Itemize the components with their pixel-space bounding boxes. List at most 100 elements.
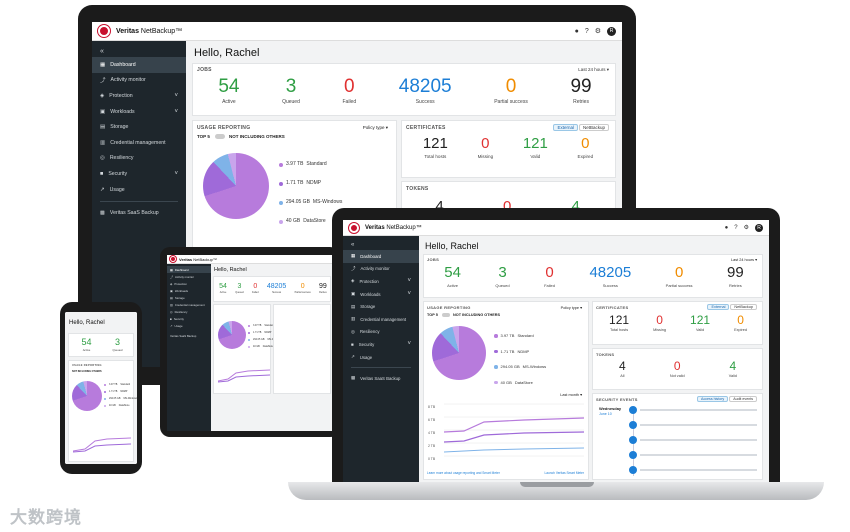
sidebar-item-security[interactable]: ■ Security — [167, 315, 211, 322]
kpi-total-hosts[interactable]: 121 Total hosts — [609, 314, 629, 332]
avatar[interactable]: R — [607, 26, 616, 36]
sidebar-item-dashboard[interactable]: ▦ Dashboard — [167, 266, 211, 273]
sidebar-item-credential-management[interactable]: ▥ Credential management — [167, 301, 211, 308]
bell-icon[interactable]: ● — [724, 224, 729, 231]
tab-netbackup[interactable]: NetBackup — [730, 304, 757, 310]
kpi-missing[interactable]: 0 Missing — [478, 136, 494, 159]
sidebar-item-security[interactable]: ■ Security ˅ — [92, 166, 186, 182]
tab-external[interactable]: External — [553, 124, 578, 131]
kpi-active[interactable]: 54 Active — [219, 283, 227, 294]
kpi-expired[interactable]: 0 Expired — [734, 314, 747, 332]
kpi-partial-success[interactable]: 0 Partial success — [494, 77, 528, 105]
shield-icon: ◈ — [100, 92, 105, 99]
sidebar-item-label: Workloads — [174, 288, 189, 293]
sidebar-item-resiliency[interactable]: ◎ Resiliency — [343, 326, 419, 339]
kpi-retries[interactable]: 99 Retries — [727, 265, 744, 288]
kpi-queued[interactable]: 3 Queued — [495, 265, 509, 288]
sidebar-item-credential-management[interactable]: ▥ Credential management — [92, 135, 186, 151]
sidebar-item-usage[interactable]: ↗ Usage — [343, 351, 419, 364]
kpi-failed[interactable]: 0 Failed — [252, 283, 259, 294]
kpi-queued[interactable]: 3 Queued — [282, 77, 300, 105]
y-tick-label: 4 TB — [428, 431, 436, 435]
launch-smart-meter-link[interactable]: Launch Veritas Smart Meter — [544, 471, 584, 475]
tab-netbackup[interactable]: NetBackup — [578, 124, 609, 131]
kpi-retries[interactable]: 99 Retries — [570, 77, 591, 105]
watermark: 大数跨境 — [10, 508, 82, 527]
sidebar-item-usage[interactable]: ↗ Usage — [167, 322, 211, 329]
tab-access-history[interactable]: Access history — [697, 396, 729, 402]
sidebar-item-security[interactable]: ■ Security ˅ — [343, 338, 419, 351]
kpi-failed[interactable]: 0 Failed — [544, 265, 555, 288]
tab-audit-events[interactable]: Audit events — [729, 396, 757, 402]
chart-range-select[interactable]: Last month ▾ — [560, 393, 582, 397]
help-icon[interactable]: ? — [584, 27, 589, 35]
kpi-valid[interactable]: 121 Valid — [523, 136, 548, 159]
settings-icon[interactable]: ⚙ — [743, 225, 749, 231]
kpi-queued[interactable]: 3 Queued — [235, 283, 244, 294]
policy-type-select[interactable]: Policy type ▾ — [560, 306, 582, 310]
sidebar-item-protection[interactable]: ◈ Protection — [167, 280, 211, 287]
kpi-success[interactable]: 48205 Success — [399, 77, 452, 105]
sidebar-item-protection[interactable]: ◈ Protection ˅ — [92, 88, 186, 104]
brand-name: Veritas NetBackup™ — [116, 27, 183, 35]
kpi-label: Partial success — [294, 291, 311, 294]
sidebar-item-resiliency[interactable]: ◎ Resiliency — [167, 308, 211, 315]
sidebar-collapse-icon[interactable]: « — [351, 242, 355, 248]
others-toggle[interactable] — [215, 134, 225, 139]
learn-more-link[interactable]: Learn more about usage reporting and Sma… — [427, 471, 500, 475]
jobs-range-select[interactable]: Last 24 hours ▾ — [731, 258, 757, 262]
sidebar-item-saas-backup[interactable]: ▩ Veritas SaaS Backup — [92, 206, 186, 220]
kpi-missing[interactable]: 0 Missing — [653, 314, 666, 332]
kpi-partial-success[interactable]: 0 Partial success — [666, 265, 693, 288]
policy-type-select[interactable]: Policy type ▾ — [362, 125, 388, 130]
others-toggle[interactable] — [442, 313, 450, 317]
kpi-queued[interactable]: 3 Queued — [113, 338, 123, 353]
sidebar-item-activity-monitor[interactable]: ⤴ Activity monitor — [92, 73, 186, 89]
sidebar-item-activity-monitor[interactable]: ⤴ Activity monitor — [167, 273, 211, 280]
jobs-range-select[interactable]: Last 24 hours ▾ — [578, 67, 609, 72]
kpi-valid[interactable]: 121 Valid — [690, 314, 710, 332]
sidebar-item-workloads[interactable]: ▣ Workloads ˅ — [92, 104, 186, 120]
kpi-active[interactable]: 54 Active — [444, 265, 461, 288]
kpi-partial-success[interactable]: 0 Partial success — [295, 283, 311, 294]
sidebar-item-usage[interactable]: ↗ Usage — [92, 182, 186, 198]
sidebar-item-protection[interactable]: ◈ Protection ˅ — [343, 275, 419, 288]
sidebar-item-storage[interactable]: ▤ Storage — [92, 119, 186, 135]
tab-external[interactable]: External — [707, 304, 730, 310]
kpi-success[interactable]: 48205 Success — [589, 265, 631, 288]
sidebar-item-workloads[interactable]: ▣ Workloads — [167, 287, 211, 294]
kpi-active[interactable]: 54 Active — [82, 338, 92, 353]
sidebar-item-dashboard[interactable]: ▦ Dashboard — [92, 57, 186, 73]
usage-title: USAGE REPORTING — [427, 305, 471, 310]
sidebar-item-saas-backup[interactable]: ▩ Veritas SaaS Backup — [343, 372, 419, 384]
kpi-expired[interactable]: 0 Expired — [578, 136, 594, 159]
kpi-success[interactable]: 48205 Success — [267, 283, 286, 294]
help-icon[interactable]: ? — [734, 224, 738, 231]
sidebar-collapse-icon[interactable]: « — [100, 47, 104, 55]
legend-swatch — [279, 181, 283, 186]
sidebar-item-workloads[interactable]: ▣ Workloads ˅ — [343, 288, 419, 301]
sidebar-item-storage[interactable]: ▤ Storage — [343, 300, 419, 313]
legend-name: DataStore — [262, 345, 274, 348]
sidebar-item-resiliency[interactable]: ◎ Resiliency — [92, 151, 186, 167]
sidebar-item-storage[interactable]: ▤ Storage — [167, 294, 211, 301]
kpi-label: Missing — [653, 328, 666, 332]
settings-icon[interactable]: ⚙ — [594, 28, 601, 35]
sidebar-item-activity-monitor[interactable]: ⤴ Activity monitor — [343, 263, 419, 276]
kpi-retries[interactable]: 99 Retries — [319, 283, 327, 294]
kpi-total-hosts[interactable]: 121 Total hosts — [423, 136, 448, 159]
bell-icon[interactable]: ● — [574, 27, 579, 35]
dashboard-main: Hello, Rachel 54 Active 3 Queued 0 Failed 4820… — [211, 264, 333, 431]
sidebar-item-dashboard[interactable]: ▦ Dashboard — [343, 250, 419, 263]
kpi-failed[interactable]: 0 Failed — [343, 77, 357, 105]
avatar[interactable]: R — [755, 223, 763, 232]
sidebar-item-credential-management[interactable]: ▥ Credential management — [343, 313, 419, 326]
sidebar-item-saas-backup[interactable]: Veritas SaaS Backup — [167, 332, 211, 339]
usage-line-chart — [218, 369, 270, 383]
sidebar-item-label: Storage — [174, 295, 185, 300]
kpi-active[interactable]: 54 Active — [218, 77, 239, 105]
